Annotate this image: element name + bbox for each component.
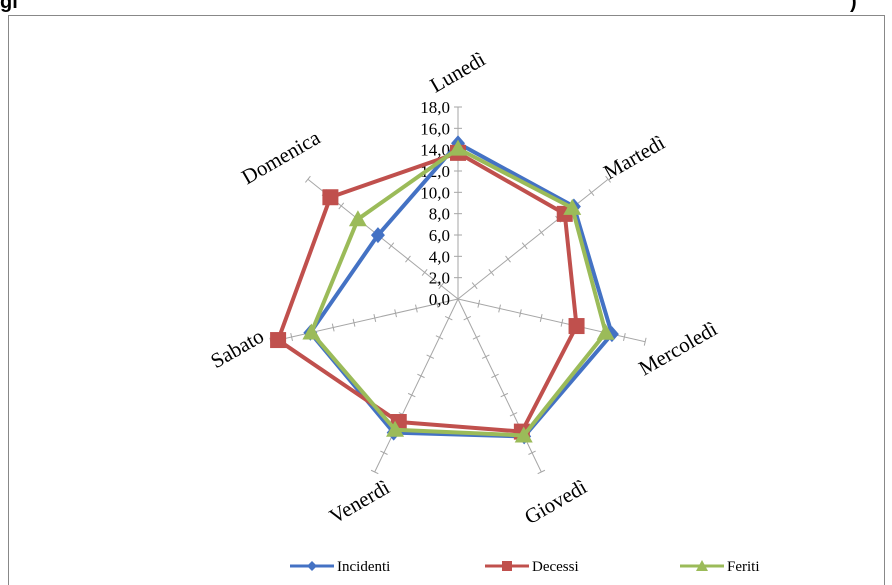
legend-marker <box>502 561 512 571</box>
header-fragment-left: gi <box>0 0 18 13</box>
series-layer <box>270 135 619 445</box>
header-fragment-right: ) <box>850 0 857 13</box>
data-point <box>563 198 582 215</box>
axis-tick <box>435 335 444 340</box>
axis-tick <box>380 450 388 455</box>
axis-spoke <box>457 298 542 473</box>
tick-label: 18,0 <box>420 98 450 117</box>
axis-tick <box>538 229 545 236</box>
tick-label: 14,0 <box>420 141 450 160</box>
axis-tick <box>472 335 481 340</box>
axis-tick <box>426 354 435 359</box>
legend-label: Decessi <box>532 559 579 575</box>
axis-tick <box>373 313 377 322</box>
axis-tick <box>421 268 428 276</box>
axis-tick <box>405 255 411 263</box>
axis-tick <box>290 332 293 341</box>
axis-tick <box>388 242 395 250</box>
legend-label: Feriti <box>727 559 760 575</box>
axis-tick <box>417 373 425 379</box>
axis-tick <box>505 255 511 263</box>
axis-tick <box>394 309 397 318</box>
legend-marker <box>696 560 708 571</box>
axis-spoke <box>457 178 609 300</box>
series-feriti <box>302 139 615 443</box>
axis-tick <box>352 318 356 327</box>
axis-tick <box>488 268 495 276</box>
axis-tick <box>481 354 490 359</box>
axis-tick <box>539 313 543 322</box>
axis-tick <box>438 282 445 290</box>
axis-tick <box>471 282 478 290</box>
legend-item-feriti: Feriti <box>680 559 760 575</box>
tick-label: 2,0 <box>429 269 450 288</box>
data-point <box>348 210 367 227</box>
axis-tick <box>415 304 418 313</box>
legend: Incidenti Decessi Feriti <box>290 559 760 575</box>
axis-tick <box>537 469 546 475</box>
tick-label: 6,0 <box>429 226 450 245</box>
axis-tick <box>605 175 611 183</box>
axis-tick <box>331 323 335 332</box>
tick-label: 4,0 <box>429 247 450 266</box>
axis-tick <box>477 299 481 308</box>
data-point <box>370 227 385 244</box>
axis-tick <box>500 392 509 398</box>
legend-item-incidenti: Incidenti <box>290 559 390 575</box>
data-point <box>270 332 287 349</box>
axis-tick <box>560 318 564 327</box>
axis-tick <box>444 316 453 321</box>
data-point <box>322 189 339 206</box>
axis-tick <box>305 175 311 183</box>
data-point <box>386 420 405 437</box>
data-point <box>302 323 321 340</box>
header-fragment: gi ) <box>0 0 892 14</box>
tick-labels: 0,02,04,06,08,010,012,014,016,018,0 <box>420 98 450 309</box>
axis-spoke <box>374 298 459 473</box>
axis-tick <box>435 299 439 308</box>
axis-tick <box>588 189 595 197</box>
series-line <box>309 146 608 438</box>
axis-tick <box>491 373 499 379</box>
axis-tick <box>498 304 501 313</box>
tick-label: 8,0 <box>429 205 450 224</box>
axis-tick <box>338 202 345 210</box>
axis-spoke <box>270 298 459 343</box>
axis-tick <box>407 392 416 398</box>
axis-tick <box>528 450 536 455</box>
tick-label: 16,0 <box>420 119 450 138</box>
axis-tick <box>519 309 522 318</box>
series-line <box>276 150 579 434</box>
axis-tick <box>643 337 647 346</box>
legend-item-decessi: Decessi <box>485 559 579 575</box>
legend-label: Incidenti <box>337 559 390 575</box>
axis-tick <box>521 242 528 250</box>
data-point <box>596 323 615 340</box>
data-point <box>514 426 533 443</box>
legend-marker <box>307 561 317 571</box>
tick-label: 10,0 <box>420 183 450 202</box>
chart-border <box>8 15 885 585</box>
axis-tick <box>509 412 518 417</box>
data-point <box>568 318 585 335</box>
tick-label: 0,0 <box>429 290 450 309</box>
axis-tick <box>623 332 626 341</box>
data-point <box>449 139 467 156</box>
axis-tick <box>463 316 472 321</box>
axis-tick <box>370 469 379 475</box>
